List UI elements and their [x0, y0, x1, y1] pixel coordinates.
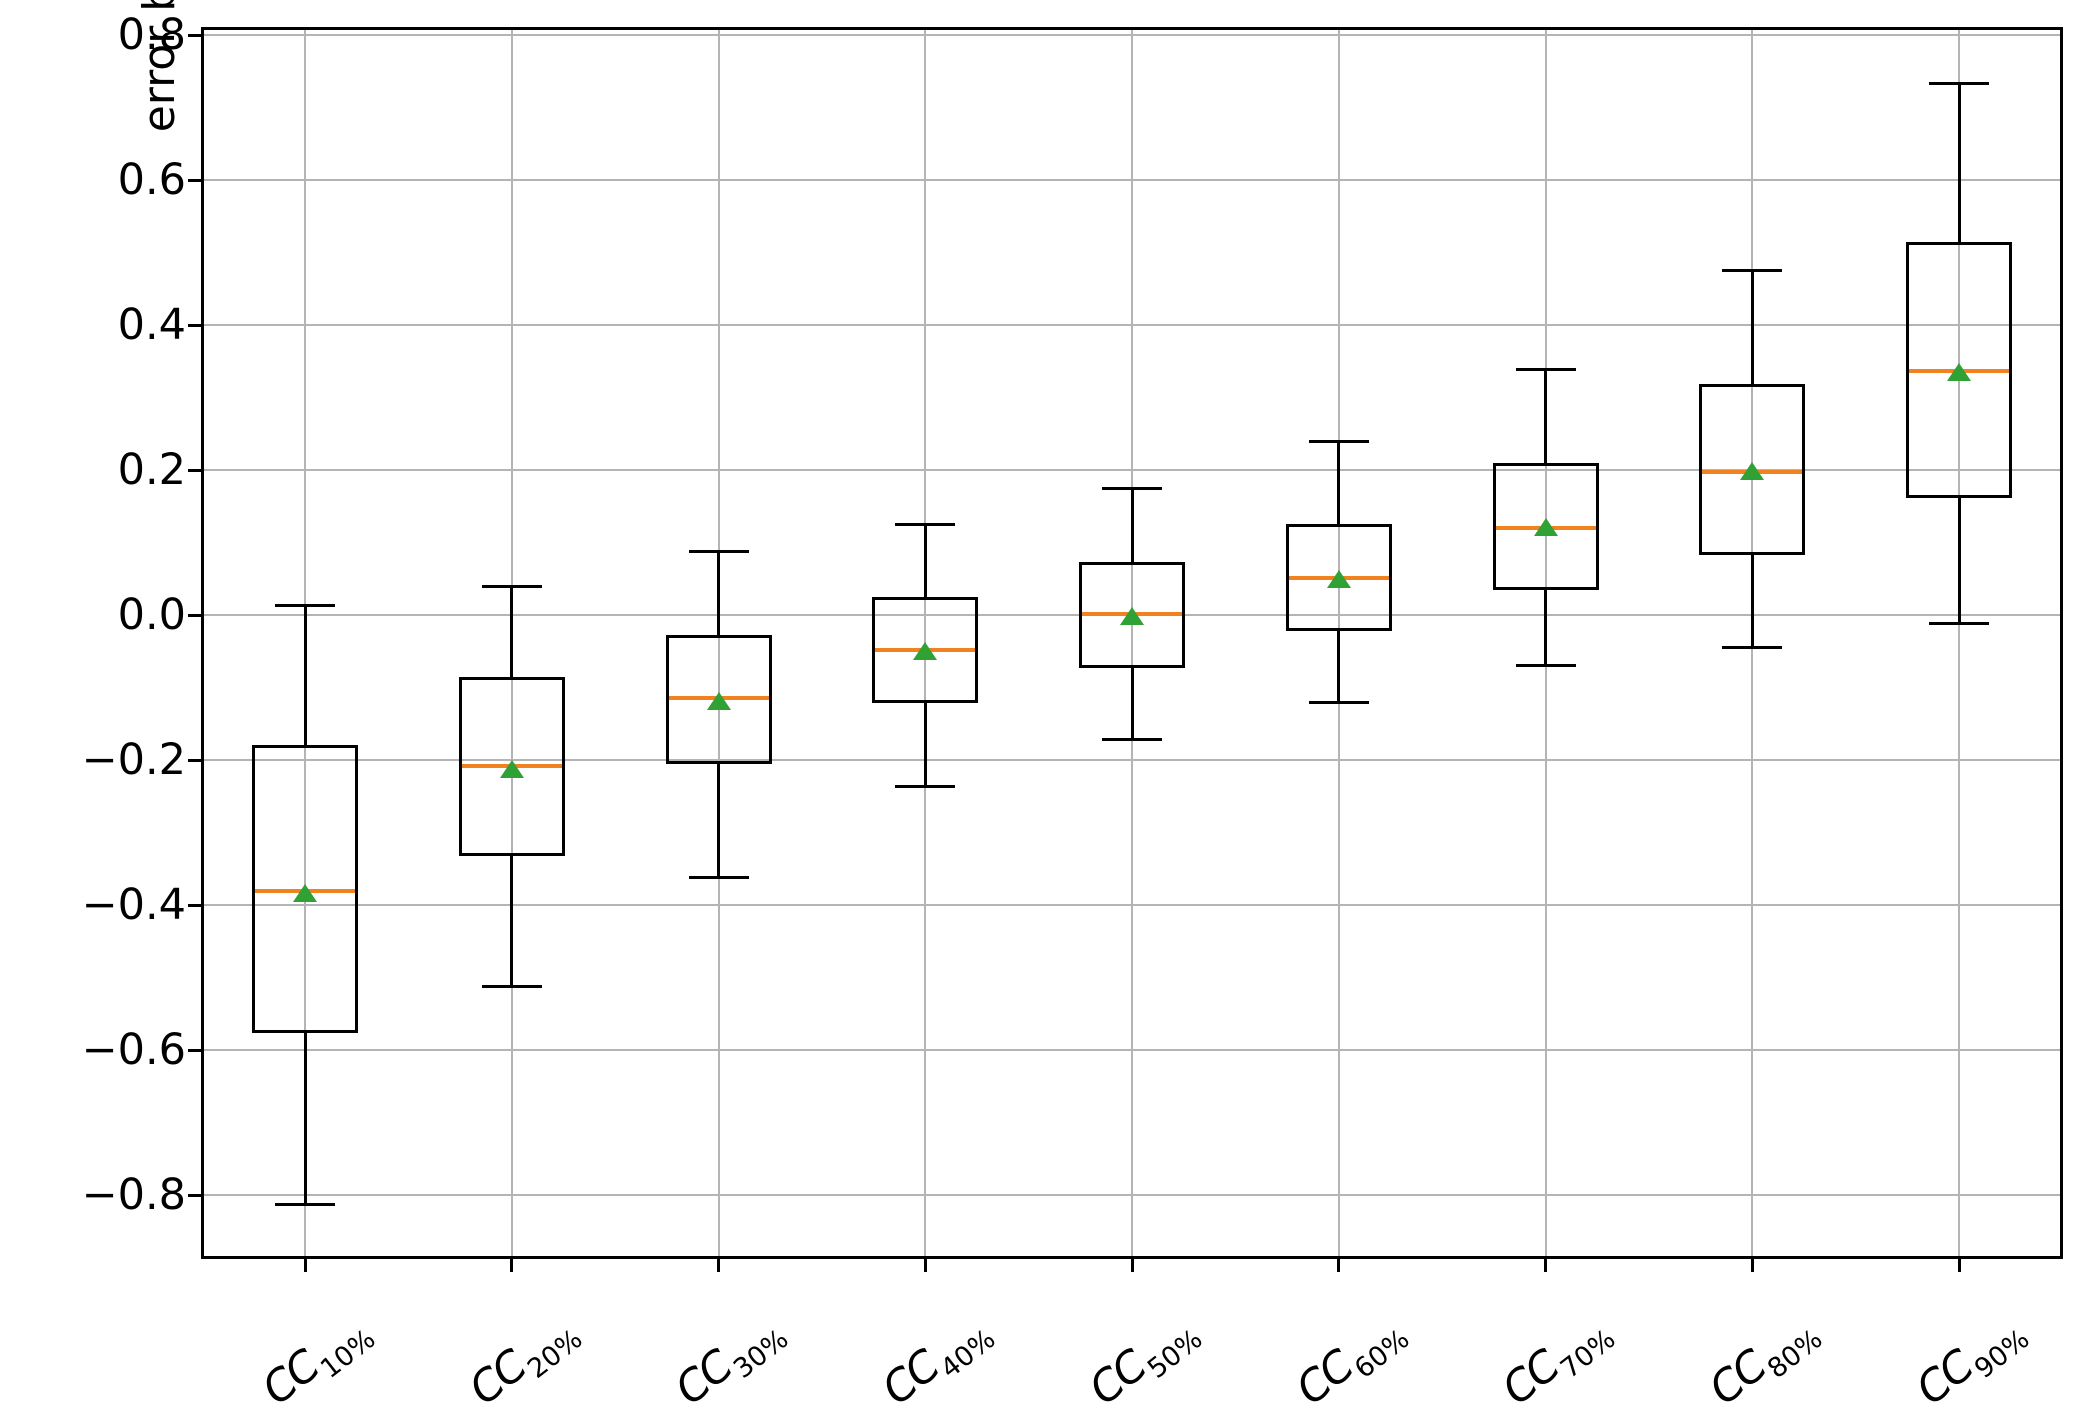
x-tick-CC50%	[1130, 1259, 1134, 1272]
y-tick-−0.8	[188, 1193, 201, 1197]
y-tick-label-0.8: 0.8	[117, 10, 186, 60]
y-tick-label-0.6: 0.6	[117, 155, 186, 205]
lower-whisker	[1337, 630, 1341, 702]
x-tick-CC70%	[1544, 1259, 1547, 1272]
y-tick-0.4	[188, 323, 201, 327]
x-tick-CC40%	[923, 1259, 927, 1272]
y-tick-label-0.2: 0.2	[117, 445, 186, 495]
y-tick-label-0.0: 0.0	[117, 590, 186, 640]
y-tick-0.0	[188, 613, 201, 617]
y-tick-label-−0.2: −0.2	[81, 735, 186, 785]
upper-cap	[1929, 82, 1989, 86]
lower-cap	[1308, 700, 1369, 704]
mean-marker-icon	[1947, 363, 1971, 382]
gridline-v-CC90%	[1958, 27, 1960, 1259]
x-tick-CC20%	[510, 1259, 514, 1272]
iqr-box	[1906, 242, 2012, 498]
plot-area-spines	[201, 27, 2063, 1259]
mean-marker-icon	[1740, 462, 1765, 481]
lower-cap	[895, 785, 956, 789]
upper-cap	[688, 550, 749, 554]
upper-cap	[1308, 439, 1369, 443]
upper-whisker	[1337, 441, 1341, 525]
gridline-v-CC50%	[1131, 27, 1133, 1259]
lower-whisker	[1957, 497, 1961, 624]
x-tick-CC90%	[1957, 1259, 1961, 1272]
lower-whisker	[1544, 590, 1547, 666]
lower-whisker	[1130, 667, 1134, 740]
x-tick-CC60%	[1337, 1259, 1341, 1272]
y-tick-label-−0.8: −0.8	[81, 1170, 186, 1220]
lower-cap	[481, 985, 542, 989]
iqr-box	[665, 634, 772, 764]
lower-whisker	[1750, 554, 1754, 648]
x-tick-CC80%	[1750, 1259, 1754, 1272]
mean-marker-icon	[1326, 569, 1351, 588]
mean-marker-icon	[293, 883, 317, 902]
upper-cap	[1722, 269, 1783, 273]
upper-whisker	[510, 586, 514, 678]
upper-whisker	[923, 524, 927, 597]
upper-whisker	[1957, 83, 1961, 243]
upper-whisker	[303, 605, 307, 745]
iqr-box	[252, 744, 358, 1033]
lower-cap	[688, 875, 749, 879]
iqr-box	[458, 677, 565, 856]
upper-whisker	[717, 551, 720, 635]
y-tick-0.6	[188, 178, 201, 182]
lower-cap	[1102, 738, 1162, 742]
upper-whisker	[1130, 488, 1134, 563]
upper-cap	[895, 522, 956, 526]
mean-marker-icon	[1120, 607, 1144, 626]
lower-whisker	[923, 703, 927, 787]
lower-whisker	[303, 1032, 307, 1205]
mean-marker-icon	[1533, 518, 1558, 537]
upper-cap	[275, 604, 335, 608]
x-tick-CC30%	[717, 1259, 720, 1272]
y-tick-0.2	[188, 468, 201, 472]
upper-cap	[1102, 486, 1162, 490]
iqr-box	[1079, 562, 1185, 668]
y-tick-label-−0.4: −0.4	[81, 880, 186, 930]
y-tick-−0.4	[188, 903, 201, 907]
iqr-box	[1492, 463, 1599, 591]
mean-marker-icon	[913, 642, 938, 661]
upper-cap	[1515, 368, 1576, 372]
iqr-box	[1699, 384, 1806, 555]
upper-whisker	[1544, 369, 1547, 464]
upper-whisker	[1750, 270, 1754, 385]
lower-whisker	[510, 855, 514, 987]
mean-marker-icon	[499, 759, 524, 778]
mean-marker-icon	[706, 691, 731, 710]
upper-cap	[481, 584, 542, 588]
lower-cap	[1515, 663, 1576, 667]
y-tick-−0.6	[188, 1048, 201, 1052]
lower-cap	[1929, 622, 1989, 626]
lower-whisker	[717, 763, 720, 878]
lower-cap	[275, 1202, 335, 1206]
x-tick-CC10%	[303, 1259, 307, 1272]
y-tick-label-−0.6: −0.6	[81, 1025, 186, 1075]
gridline-v-CC30%	[717, 27, 720, 1259]
lower-cap	[1722, 646, 1783, 650]
iqr-box	[1285, 524, 1392, 631]
iqr-box	[872, 596, 979, 704]
y-tick-−0.2	[188, 758, 201, 762]
y-tick-0.8	[188, 33, 201, 37]
y-tick-label-0.4: 0.4	[117, 300, 186, 350]
